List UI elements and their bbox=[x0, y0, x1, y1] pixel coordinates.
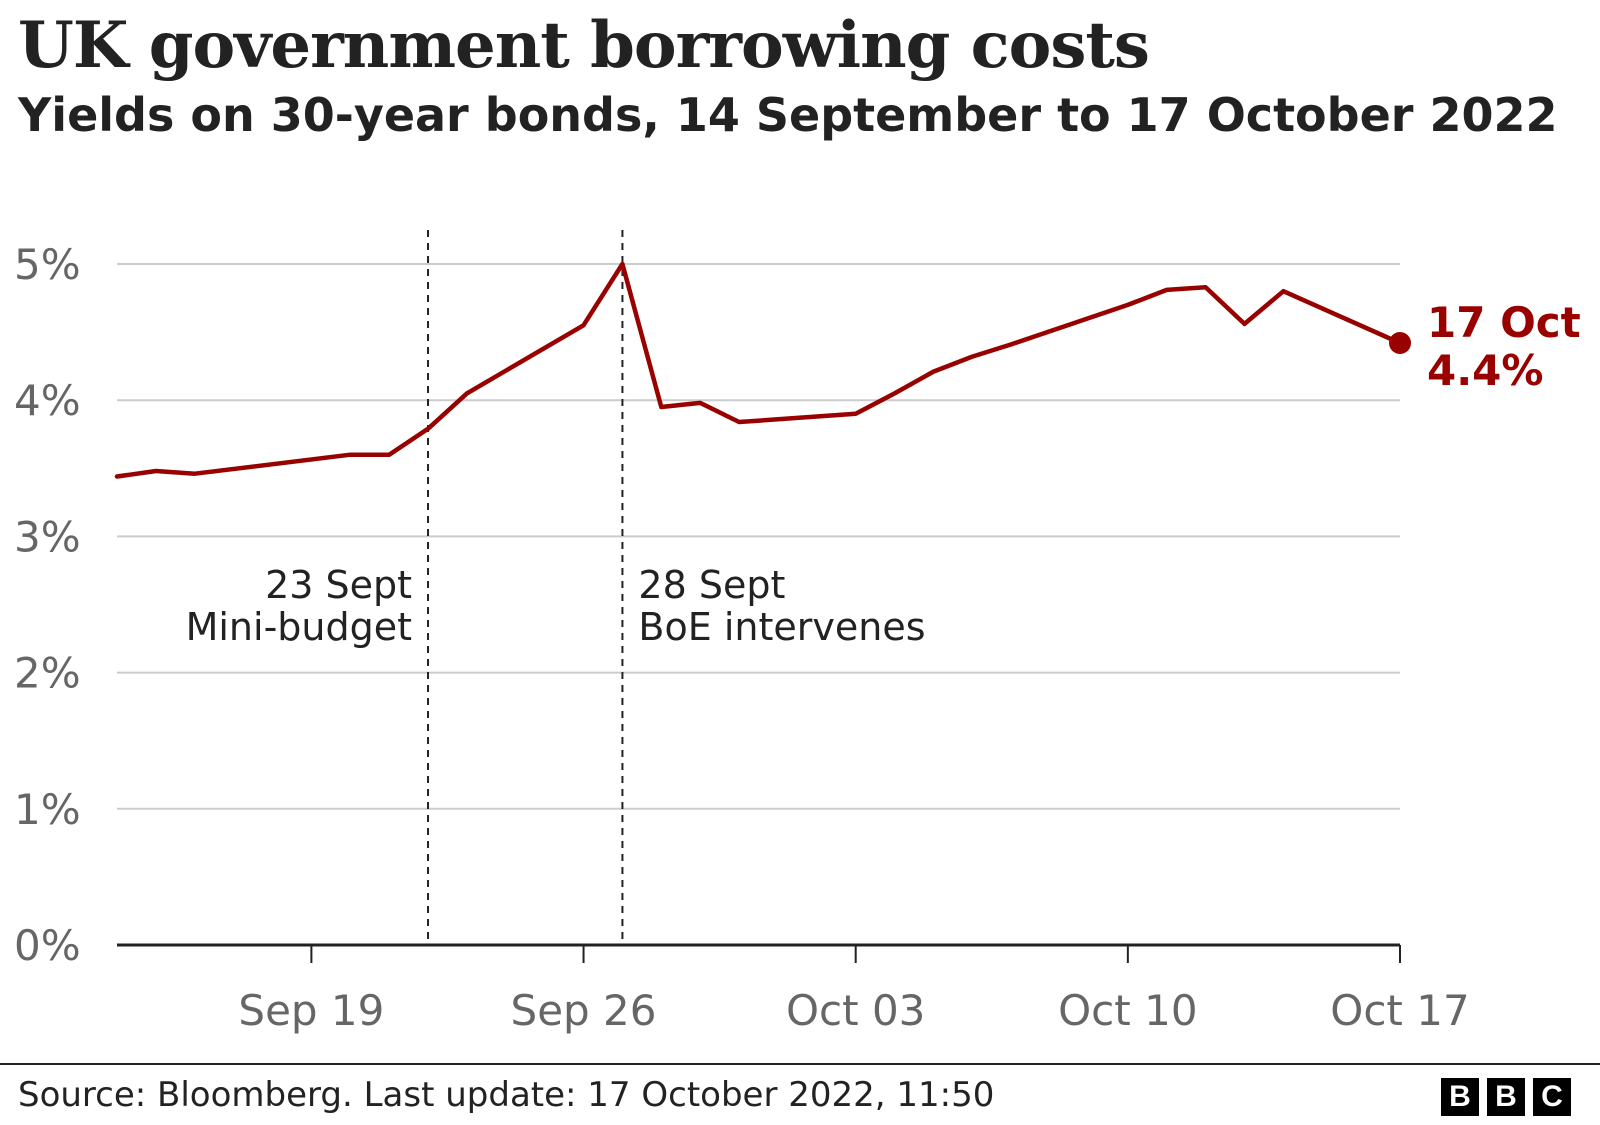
y-tick-label: 5% bbox=[14, 240, 81, 289]
logo-letter-b2: B bbox=[1487, 1078, 1525, 1116]
event-label: 28 Sept bbox=[638, 563, 785, 607]
end-label-line: 17 Oct bbox=[1427, 298, 1581, 347]
x-tick-label: Oct 03 bbox=[786, 986, 925, 1035]
logo-letter-b1: B bbox=[1441, 1078, 1479, 1116]
y-tick-label: 1% bbox=[14, 785, 81, 834]
event-label: Mini-budget bbox=[186, 605, 412, 649]
y-axis-tick-labels: 0% 1% 2% 3% 4% 5% bbox=[14, 240, 81, 970]
end-point-marker bbox=[1389, 331, 1411, 354]
series-layer bbox=[114, 261, 1411, 479]
y-tick-label: 4% bbox=[14, 376, 81, 425]
gridlines bbox=[117, 263, 1400, 810]
x-tick-label: Oct 10 bbox=[1058, 986, 1197, 1035]
x-tick-label: Oct 17 bbox=[1330, 986, 1469, 1035]
y-tick-label: 3% bbox=[14, 512, 81, 561]
x-tick-label: Sep 19 bbox=[238, 986, 384, 1035]
logo-letter-c: C bbox=[1533, 1078, 1571, 1116]
event-label: BoE intervenes bbox=[638, 605, 925, 649]
chart-subtitle: Yields on 30-year bonds, 14 September to… bbox=[18, 88, 1558, 142]
x-axis-ticks: Sep 19 Sep 26 Oct 03 Oct 10 Oct 17 bbox=[238, 945, 1470, 1035]
yield-line bbox=[114, 261, 1403, 479]
source-note: Source: Bloomberg. Last update: 17 Octob… bbox=[18, 1075, 995, 1115]
chart-title: UK government borrowing costs bbox=[18, 8, 1150, 83]
y-tick-label: 2% bbox=[14, 649, 81, 698]
footer-divider bbox=[0, 1063, 1600, 1065]
end-label-line: 4.4% bbox=[1427, 346, 1543, 395]
x-tick-label: Sep 26 bbox=[511, 986, 657, 1035]
bbc-logo: B B C bbox=[1441, 1078, 1571, 1116]
y-tick-label: 0% bbox=[14, 921, 81, 970]
event-label: 23 Sept bbox=[265, 563, 412, 607]
